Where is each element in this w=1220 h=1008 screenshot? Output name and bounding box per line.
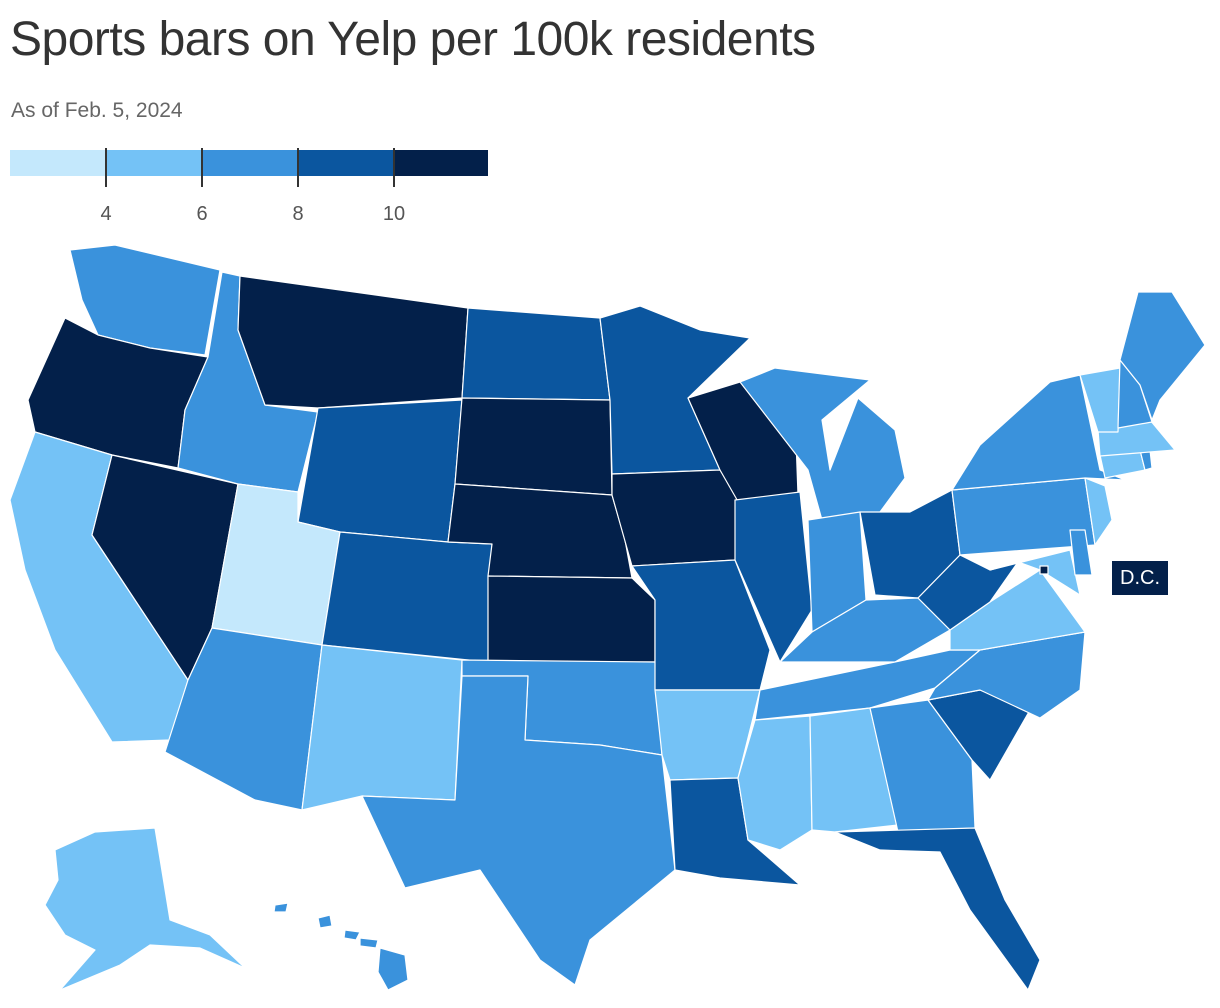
chart-title: Sports bars on Yelp per 100k residents bbox=[10, 13, 816, 66]
state-VT bbox=[1079, 367, 1121, 433]
state-NJ bbox=[1084, 477, 1113, 546]
legend-tick-label: 10 bbox=[383, 203, 405, 225]
legend-tick-label: 4 bbox=[100, 203, 111, 225]
state-DE bbox=[1069, 529, 1093, 576]
legend-tick-label: 6 bbox=[196, 203, 207, 225]
state-CO bbox=[321, 531, 493, 663]
state-VA bbox=[949, 569, 1086, 651]
state-ME bbox=[1119, 291, 1206, 421]
state-TX bbox=[361, 675, 676, 986]
state-NY bbox=[951, 374, 1126, 491]
state-MD bbox=[989, 549, 1081, 596]
legend-bin bbox=[202, 150, 298, 176]
state-HI bbox=[273, 902, 409, 991]
legend-bin bbox=[298, 150, 394, 176]
state-AL bbox=[809, 707, 899, 833]
state-NM bbox=[301, 644, 463, 811]
state-AK bbox=[44, 827, 246, 991]
state-KS bbox=[487, 575, 656, 663]
legend-scale: 4 6 8 10 bbox=[10, 148, 488, 225]
legend-bin bbox=[394, 150, 488, 176]
state-DC bbox=[1039, 565, 1049, 575]
state-ND bbox=[461, 307, 611, 401]
state-FL bbox=[834, 827, 1041, 991]
us-choropleth-map bbox=[9, 244, 1206, 991]
legend-bin bbox=[106, 150, 202, 176]
state-MT bbox=[237, 275, 469, 409]
state-SD bbox=[454, 397, 613, 496]
legend-tick-label: 8 bbox=[292, 203, 303, 225]
chart-subtitle: As of Feb. 5, 2024 bbox=[11, 99, 183, 122]
dc-label: D.C. bbox=[1112, 561, 1168, 595]
color-legend: 4 6 8 10 bbox=[10, 148, 490, 230]
state-WA bbox=[69, 244, 221, 356]
state-GA bbox=[869, 699, 976, 833]
legend-bin bbox=[10, 150, 106, 176]
state-MI bbox=[739, 367, 906, 521]
state-MS bbox=[737, 715, 813, 851]
state-WY bbox=[297, 399, 463, 543]
state-IL bbox=[734, 491, 813, 663]
